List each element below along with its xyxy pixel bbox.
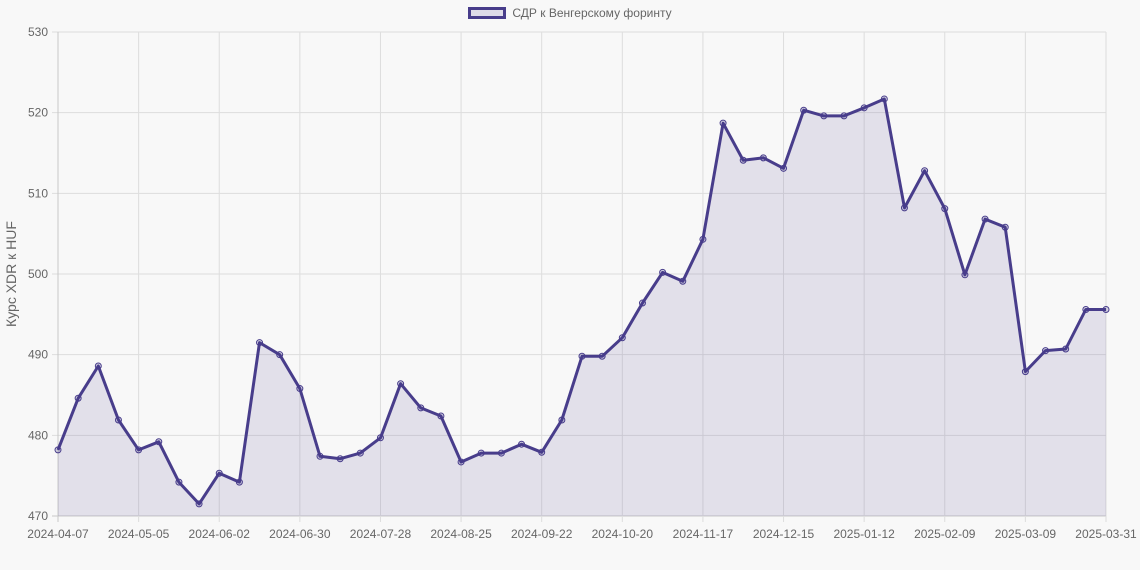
- series-line: [56, 97, 1106, 506]
- y-axis-label: Курс XDR к HUF: [3, 221, 19, 327]
- data-point[interactable]: [457, 458, 465, 466]
- data-point[interactable]: [356, 449, 364, 457]
- data-point[interactable]: [497, 449, 505, 457]
- data-point[interactable]: [558, 416, 566, 424]
- data-point[interactable]: [880, 95, 888, 103]
- data-point[interactable]: [1021, 368, 1029, 376]
- data-point[interactable]: [1102, 305, 1110, 313]
- y-tick-label: 520: [28, 106, 48, 120]
- x-tick-label: 2025-01-12: [833, 527, 895, 541]
- data-point[interactable]: [800, 106, 808, 114]
- x-tick-label: 2024-05-05: [108, 527, 170, 541]
- data-point[interactable]: [578, 352, 586, 360]
- y-tick-label: 490: [28, 348, 48, 362]
- data-point[interactable]: [860, 104, 868, 112]
- data-point[interactable]: [276, 351, 284, 359]
- y-tick-label: 510: [28, 186, 48, 200]
- x-tick-label: 2024-04-07: [27, 527, 89, 541]
- data-point[interactable]: [659, 268, 667, 276]
- data-point[interactable]: [780, 164, 788, 172]
- x-tick-label: 2024-08-25: [430, 527, 492, 541]
- data-point[interactable]: [840, 112, 848, 120]
- data-point[interactable]: [1042, 347, 1050, 355]
- data-point[interactable]: [699, 235, 707, 243]
- x-tick-label: 2024-12-15: [753, 527, 815, 541]
- data-point[interactable]: [477, 449, 485, 457]
- data-point[interactable]: [74, 394, 82, 402]
- data-point[interactable]: [981, 215, 989, 223]
- data-point[interactable]: [417, 404, 425, 412]
- data-point[interactable]: [54, 446, 62, 454]
- x-tick-label: 2025-03-31: [1075, 527, 1137, 541]
- data-points: [54, 95, 1110, 508]
- data-point[interactable]: [518, 440, 526, 448]
- data-point[interactable]: [296, 385, 304, 393]
- data-point[interactable]: [94, 362, 102, 370]
- data-point[interactable]: [961, 271, 969, 279]
- data-point[interactable]: [135, 446, 143, 454]
- data-point[interactable]: [719, 119, 727, 127]
- data-point[interactable]: [759, 154, 767, 162]
- data-point[interactable]: [538, 448, 546, 456]
- data-point[interactable]: [941, 205, 949, 213]
- data-point[interactable]: [316, 452, 324, 460]
- data-point[interactable]: [1001, 223, 1009, 231]
- data-point[interactable]: [679, 277, 687, 285]
- x-tick-label: 2024-10-20: [592, 527, 654, 541]
- data-point[interactable]: [215, 469, 223, 477]
- data-point[interactable]: [376, 434, 384, 442]
- y-tick-label: 480: [28, 428, 48, 442]
- x-tick-label: 2024-09-22: [511, 527, 573, 541]
- x-axis-ticks: 2024-04-07 2024-05-05 2024-06-02 2024-06-30…: [27, 527, 1137, 541]
- x-tick-label: 2024-06-02: [189, 527, 251, 541]
- x-tick-label: 2025-02-09: [914, 527, 976, 541]
- data-point[interactable]: [618, 334, 626, 342]
- x-tick-label: 2024-06-30: [269, 527, 331, 541]
- legend-swatch-icon: [468, 7, 507, 19]
- y-tick-label: 470: [28, 509, 48, 523]
- data-point[interactable]: [437, 412, 445, 420]
- data-point[interactable]: [900, 204, 908, 212]
- data-point[interactable]: [739, 156, 747, 164]
- y-tick-label: 530: [28, 25, 48, 39]
- x-tick-label: 2024-11-17: [673, 527, 734, 541]
- data-point[interactable]: [235, 478, 243, 486]
- data-point[interactable]: [598, 352, 606, 360]
- data-point[interactable]: [175, 478, 183, 486]
- data-point[interactable]: [1082, 305, 1090, 313]
- data-point[interactable]: [155, 438, 163, 446]
- chart-legend[interactable]: СДР к Венгерскому форинту: [0, 6, 1140, 20]
- y-axis-ticks: 470 480 490 500 510 520 530: [28, 25, 48, 523]
- data-point[interactable]: [114, 416, 122, 424]
- data-point[interactable]: [1062, 345, 1070, 353]
- series-area-fill: [58, 99, 1106, 516]
- data-point[interactable]: [195, 500, 203, 508]
- data-point[interactable]: [336, 455, 344, 463]
- grid-lines: [52, 31, 1107, 522]
- data-point[interactable]: [638, 299, 646, 307]
- data-point[interactable]: [820, 112, 828, 120]
- y-tick-label: 500: [28, 267, 48, 281]
- data-point[interactable]: [397, 380, 405, 388]
- data-point[interactable]: [921, 167, 929, 175]
- x-tick-label: 2025-03-09: [995, 527, 1057, 541]
- x-tick-label: 2024-07-28: [350, 527, 412, 541]
- legend-label: СДР к Венгерскому форинту: [512, 6, 672, 20]
- data-point[interactable]: [256, 339, 264, 347]
